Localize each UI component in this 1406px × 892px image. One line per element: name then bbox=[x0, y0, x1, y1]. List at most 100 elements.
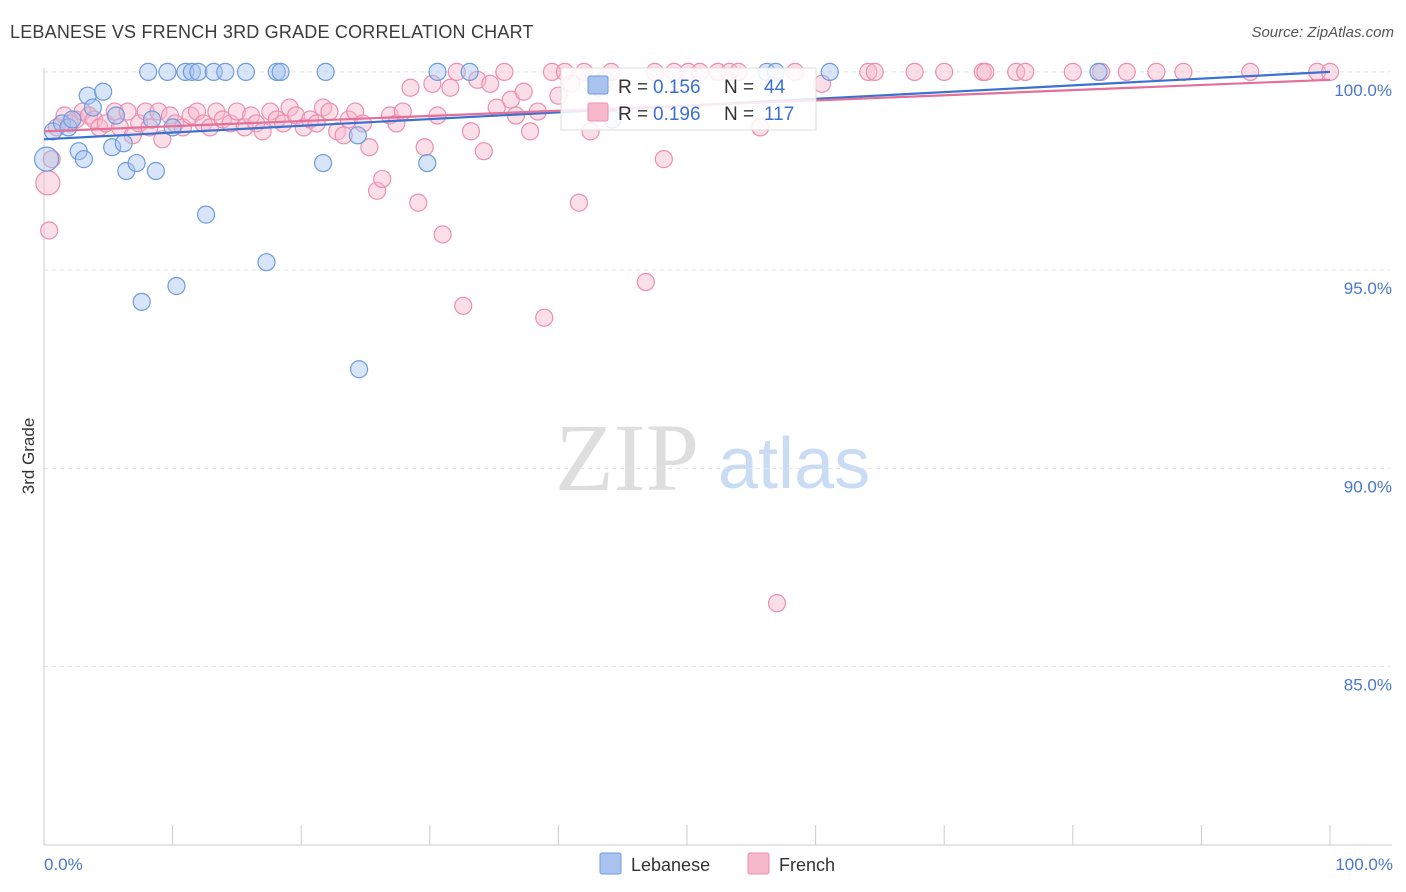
stats-legend: R = 0.156 N = 44 R = 0.196 N = 117 bbox=[560, 67, 817, 131]
lebanese-point bbox=[106, 106, 126, 125]
stats-swatch-lebanese bbox=[587, 75, 609, 95]
series-legend: Lebanese French bbox=[599, 852, 835, 875]
french-point bbox=[1174, 62, 1193, 81]
french-point bbox=[227, 102, 246, 121]
french-point bbox=[859, 62, 878, 81]
lebanese-point bbox=[313, 153, 333, 173]
y-tick-label: 90.0% bbox=[1344, 477, 1392, 496]
stats-n-label-lebanese: N = bbox=[724, 77, 754, 98]
lebanese-point bbox=[63, 110, 82, 129]
french-point bbox=[441, 78, 460, 97]
french-point bbox=[307, 114, 326, 133]
french-point bbox=[654, 150, 673, 169]
french-point bbox=[320, 102, 339, 121]
lebanese-point bbox=[114, 134, 133, 153]
lebanese-point bbox=[189, 62, 208, 81]
french-point bbox=[1016, 62, 1035, 81]
y-tick-labels: 100.0% 95.0% 90.0% 85.0% bbox=[1334, 81, 1392, 695]
french-point bbox=[767, 594, 787, 613]
lebanese-point bbox=[236, 62, 256, 81]
french-point bbox=[865, 62, 884, 81]
stats-r-value-lebanese: 0.156 bbox=[653, 77, 701, 98]
french-point bbox=[373, 169, 392, 189]
french-point bbox=[153, 130, 172, 149]
french-point bbox=[360, 138, 379, 157]
stats-r-label-french: R = bbox=[618, 104, 648, 125]
lebanese-point bbox=[33, 146, 60, 172]
lebanese-point bbox=[127, 153, 146, 173]
french-point bbox=[461, 122, 481, 141]
french-point bbox=[42, 150, 61, 169]
french-point bbox=[409, 193, 428, 212]
stats-n-value-french: 117 bbox=[764, 104, 794, 125]
french-point bbox=[905, 62, 924, 81]
stats-n-value-lebanese: 44 bbox=[764, 77, 786, 98]
french-point bbox=[454, 296, 473, 315]
french-point bbox=[118, 102, 137, 121]
y-tick-label: 85.0% bbox=[1344, 676, 1392, 695]
lebanese-point bbox=[418, 153, 437, 173]
french-point bbox=[253, 122, 272, 141]
french-point bbox=[40, 221, 59, 240]
lebanese-point bbox=[139, 62, 158, 81]
lebanese-point bbox=[1089, 62, 1108, 81]
lebanese-point bbox=[428, 62, 447, 81]
french-point bbox=[481, 74, 500, 93]
french-point bbox=[495, 62, 514, 81]
french-point bbox=[569, 193, 589, 212]
stats-r-value-french: 0.196 bbox=[653, 104, 701, 125]
lebanese-point bbox=[460, 62, 479, 81]
lebanese-point bbox=[167, 276, 186, 296]
y-tick-label: 100.0% bbox=[1334, 81, 1392, 100]
lebanese-point bbox=[176, 62, 195, 81]
axes bbox=[43, 68, 1392, 846]
french-point bbox=[415, 138, 434, 157]
lebanese-point bbox=[348, 126, 367, 145]
lebanese-point bbox=[257, 253, 276, 272]
french-point bbox=[935, 62, 954, 81]
chart-title: LEBANESE VS FRENCH 3RD GRADE CORRELATION… bbox=[10, 22, 534, 42]
french-point bbox=[447, 62, 466, 81]
stats-n-label-french: N = bbox=[724, 104, 754, 125]
legend-label-french: French bbox=[779, 855, 835, 875]
stats-swatch-french bbox=[587, 102, 609, 122]
lebanese-point bbox=[820, 62, 839, 81]
french-point bbox=[401, 78, 420, 97]
french-point bbox=[535, 308, 554, 327]
x-tick-label: 0.0% bbox=[44, 855, 83, 874]
watermark: ZIP atlas bbox=[555, 404, 870, 511]
lebanese-point bbox=[132, 292, 151, 311]
lebanese-point bbox=[196, 205, 216, 224]
legend-swatch-french bbox=[747, 852, 770, 875]
french-point bbox=[976, 62, 995, 81]
french-point bbox=[367, 181, 387, 200]
lebanese-point bbox=[182, 62, 201, 81]
x-tick-label: 100.0% bbox=[1335, 855, 1393, 874]
french-point bbox=[636, 272, 655, 292]
french-point bbox=[542, 62, 562, 81]
french-point bbox=[1147, 62, 1166, 81]
lebanese-points bbox=[33, 62, 1108, 379]
watermark-zip: ZIP bbox=[555, 404, 699, 511]
lebanese-point bbox=[316, 62, 335, 81]
y-tick-label: 95.0% bbox=[1344, 279, 1392, 298]
french-point bbox=[521, 122, 540, 141]
lebanese-point bbox=[83, 98, 102, 117]
source-label: Source: ZipAtlas.com bbox=[1251, 24, 1394, 41]
lebanese-point bbox=[216, 62, 235, 81]
french-point bbox=[474, 142, 493, 161]
french-point bbox=[423, 74, 442, 93]
french-point bbox=[1063, 62, 1082, 81]
lebanese-point bbox=[146, 161, 165, 181]
lebanese-point bbox=[142, 110, 162, 129]
french-point bbox=[1241, 62, 1260, 81]
x-ticks: 0.0% 100.0% bbox=[44, 825, 1393, 874]
stats-r-label-lebanese: R = bbox=[618, 77, 648, 98]
lebanese-point bbox=[74, 150, 93, 169]
legend-label-lebanese: Lebanese bbox=[631, 855, 710, 875]
french-point bbox=[35, 170, 61, 196]
watermark-atlas: atlas bbox=[718, 424, 870, 504]
lebanese-point bbox=[271, 62, 290, 81]
grid-lines bbox=[44, 71, 1390, 668]
